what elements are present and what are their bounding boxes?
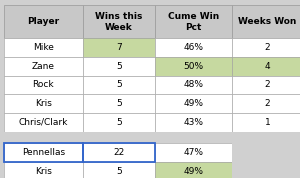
Bar (155, 162, 232, 178)
Bar (4, 132, 83, 143)
Bar (232, 143, 300, 162)
Bar (83, 38, 155, 57)
Text: 43%: 43% (183, 118, 203, 127)
Text: 47%: 47% (183, 148, 203, 157)
Text: 2: 2 (265, 80, 270, 90)
Bar (155, 132, 232, 143)
Text: 1: 1 (265, 118, 271, 127)
Bar (4, 143, 83, 162)
Text: 7: 7 (116, 43, 122, 52)
Bar (155, 143, 232, 162)
Bar (83, 143, 155, 162)
Text: 5: 5 (116, 118, 122, 127)
Text: Pennellas: Pennellas (22, 148, 65, 157)
Text: Kris: Kris (35, 167, 52, 176)
Text: 46%: 46% (183, 43, 203, 52)
Bar (83, 76, 155, 94)
Bar (4, 113, 83, 132)
Text: Chris/Clark: Chris/Clark (19, 118, 68, 127)
Bar (155, 5, 232, 38)
Text: 48%: 48% (183, 80, 203, 90)
Bar (232, 38, 300, 57)
Bar (232, 94, 300, 113)
Text: 49%: 49% (183, 99, 203, 108)
Bar (155, 76, 232, 94)
Bar (83, 94, 155, 113)
Bar (4, 76, 83, 94)
Text: Wins this
Week: Wins this Week (95, 12, 143, 32)
Text: 5: 5 (116, 167, 122, 176)
Text: Zane: Zane (32, 62, 55, 71)
Text: Weeks Won: Weeks Won (238, 17, 297, 26)
Text: 2: 2 (265, 43, 270, 52)
Bar (4, 143, 83, 162)
Text: 2: 2 (265, 99, 270, 108)
Bar (232, 5, 300, 38)
Bar (155, 94, 232, 113)
Text: Player: Player (27, 17, 59, 26)
Bar (4, 162, 83, 178)
Bar (83, 143, 155, 162)
Bar (232, 132, 300, 143)
Text: Kris: Kris (35, 99, 52, 108)
Bar (155, 113, 232, 132)
Bar (155, 57, 232, 76)
Bar (232, 57, 300, 76)
Bar (83, 5, 155, 38)
Bar (83, 113, 155, 132)
Text: Cume Win
Pct: Cume Win Pct (168, 12, 219, 32)
Bar (4, 38, 83, 57)
Bar (83, 132, 155, 143)
Text: 5: 5 (116, 99, 122, 108)
Bar (83, 162, 155, 178)
Bar (4, 57, 83, 76)
Bar (155, 38, 232, 57)
Bar (4, 5, 83, 38)
Text: Rock: Rock (32, 80, 54, 90)
Text: 4: 4 (265, 62, 270, 71)
Bar (232, 162, 300, 178)
Text: 22: 22 (113, 148, 125, 157)
Bar (232, 76, 300, 94)
Bar (4, 94, 83, 113)
Text: 50%: 50% (183, 62, 203, 71)
Text: Mike: Mike (33, 43, 54, 52)
Text: 5: 5 (116, 62, 122, 71)
Bar (232, 113, 300, 132)
Text: 5: 5 (116, 80, 122, 90)
Bar (83, 57, 155, 76)
Text: 49%: 49% (183, 167, 203, 176)
